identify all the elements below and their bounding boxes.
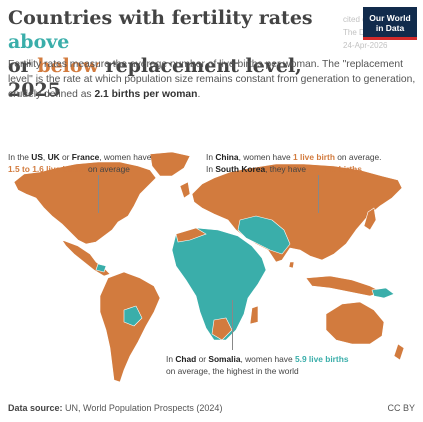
sri-lanka [288, 261, 295, 269]
new-zealand [393, 343, 405, 361]
annotation-us-country-us: US [31, 152, 43, 162]
subtitle-text-1: Fertility rates measure the average numb… [8, 59, 416, 100]
annotation-us-pre: In the [8, 152, 32, 162]
annotation-china-line-1: In China, women have 1 live birth on ave… [206, 151, 420, 163]
annotation-china-line-2: In South Korea, they have 0.8 live birth… [206, 163, 420, 175]
central-america-teal [95, 263, 107, 273]
annotation-korea-value: 0.8 live births [308, 164, 362, 174]
bolivia-region [123, 305, 143, 327]
title-part-2: or [8, 55, 38, 77]
leader-line-china [318, 175, 319, 213]
annotation-us-country-france: France [71, 152, 100, 162]
annotation-china-mid: , women have [238, 152, 294, 162]
british-isles [179, 181, 191, 199]
annotation-chad-pre: In [166, 354, 176, 364]
southeast-asia-islands [305, 275, 383, 297]
title-part-3: replacement level, 2025 [8, 55, 302, 101]
world-map [13, 151, 405, 383]
logo-line-1: Our World [369, 13, 411, 23]
chart-subtitle: Fertility rates measure the average numb… [8, 57, 418, 102]
watermark-line-3: 24-Apr-2026 [343, 41, 388, 50]
annotation-us-post: , women have [99, 152, 152, 162]
annotation-somalia-country: Somalia [208, 354, 241, 364]
africa-landmass [171, 227, 267, 341]
subtitle-text-2: . [197, 89, 201, 100]
annotation-us-tail: on average [85, 164, 130, 174]
annotation-chad-mid: , women have [240, 354, 295, 364]
annotation-korea-country: South Korea [215, 164, 266, 174]
annotation-korea-mid: , they have [265, 164, 309, 174]
subtitle-bold: 2.1 births per woman [94, 89, 198, 100]
title-part-1: Countries with fertility rates [8, 7, 313, 29]
annotation-us-value: 1.5 to 1.6 live births [8, 164, 86, 174]
japan [363, 207, 377, 231]
data-source-text[interactable]: UN, World Population Prospects (2024) [62, 403, 223, 413]
data-source-label: Data source: [8, 403, 63, 413]
annotation-chad-sep: or [196, 354, 209, 364]
annotation-china-value: 1 live birth [293, 152, 335, 162]
australia [325, 301, 385, 345]
annotation-china-country: China [215, 152, 239, 162]
title-word-above: above [8, 31, 70, 53]
annotation-chad-line-1: In Chad or Somalia, women have 5.9 live … [166, 353, 396, 365]
logo-line-2: in Data [375, 23, 405, 33]
annotation-china-post: on average. [334, 152, 382, 162]
annotation-chad-somalia: In Chad or Somalia, women have 5.9 live … [166, 353, 396, 377]
southern-africa [211, 317, 233, 341]
middle-east-central-asia [237, 215, 291, 255]
annotation-us-uk-france: In the US, UK or France, women have 1.5 … [8, 151, 213, 175]
annotation-korea-pre: In [206, 164, 216, 174]
owid-logo[interactable]: Our World in Data [363, 7, 417, 40]
annotation-chad-line-2: on average, the highest in the world [166, 366, 299, 376]
leader-line-us [98, 175, 99, 213]
south-america [99, 271, 161, 383]
annotation-us-line-1: In the US, UK or France, women have [8, 151, 213, 163]
annotation-china-pre: In [206, 152, 216, 162]
title-word-below: below [37, 55, 99, 77]
north-america-landmass [13, 161, 157, 245]
leader-line-chad [232, 300, 233, 350]
annotation-chad-country: Chad [175, 354, 197, 364]
logo-accent-bar [363, 37, 417, 40]
annotation-us-country-uk: UK [47, 152, 60, 162]
annotation-us-sep-2: or [59, 152, 72, 162]
annotation-chad-value: 5.9 live births [294, 354, 349, 364]
annotation-china-korea: In China, women have 1 live birth on ave… [206, 151, 420, 175]
eurasia-landmass [191, 163, 403, 263]
annotation-us-sep-1: , [42, 152, 48, 162]
madagascar [249, 305, 259, 325]
greenland [149, 151, 191, 177]
north-africa-coast [175, 227, 207, 243]
data-source: Data source: UN, World Population Prospe… [8, 403, 222, 413]
license-label[interactable]: CC BY [387, 403, 415, 413]
papua-new-guinea [371, 287, 395, 299]
watermark-line-1: cited on [343, 15, 372, 24]
chart-title: Countries with fertility rates above or b… [8, 6, 358, 102]
annotation-us-line-2: 1.5 to 1.6 live births on average [8, 163, 213, 175]
